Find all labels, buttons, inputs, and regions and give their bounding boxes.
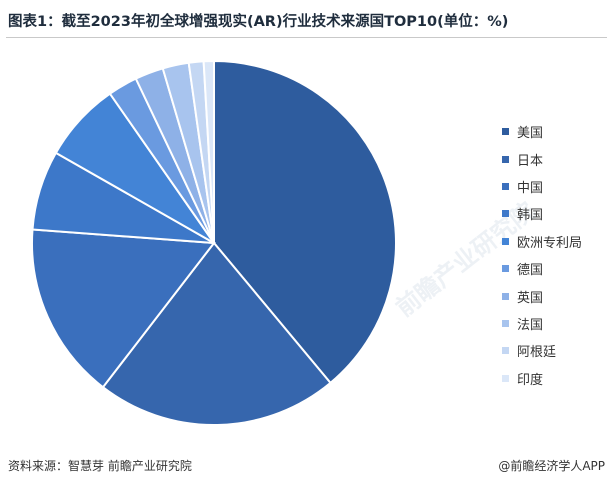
legend-label: 法国 bbox=[517, 317, 544, 333]
legend-item: 德国 bbox=[502, 255, 582, 282]
legend-swatch bbox=[502, 292, 509, 300]
legend-label: 中国 bbox=[517, 180, 544, 196]
legend-label: 韩国 bbox=[517, 208, 544, 224]
legend-item: 印度 bbox=[502, 365, 582, 392]
legend-label: 欧洲专利局 bbox=[517, 235, 583, 251]
pie-slice-10 bbox=[202, 59, 215, 244]
legend-label: 英国 bbox=[517, 290, 544, 306]
legend-label: 阿根廷 bbox=[517, 345, 557, 361]
legend-item: 欧洲专利局 bbox=[502, 228, 582, 255]
legend-swatch bbox=[502, 237, 509, 245]
legend-swatch bbox=[502, 319, 509, 327]
source-note: 资料来源：智慧芽 前瞻产业研究院 bbox=[8, 459, 192, 473]
legend-label: 美国 bbox=[517, 126, 544, 142]
legend-item: 阿根廷 bbox=[502, 337, 582, 364]
legend-swatch bbox=[502, 210, 509, 218]
legend: 美国日本中国韩国欧洲专利局德国英国法国阿根廷印度 bbox=[502, 118, 582, 392]
legend-item: 中国 bbox=[502, 173, 582, 200]
legend-swatch bbox=[502, 155, 509, 163]
pie-slice-1 bbox=[213, 59, 397, 385]
pie-chart bbox=[31, 59, 397, 426]
chart-title: 图表1：截至2023年初全球增强现实(AR)行业技术来源国TOP10(单位：%) bbox=[8, 14, 509, 30]
pie-slice-3 bbox=[31, 228, 216, 389]
legend-swatch bbox=[502, 347, 509, 355]
legend-item: 日本 bbox=[502, 145, 582, 172]
brand-credit: @前瞻经济学人APP bbox=[498, 459, 605, 473]
legend-item: 英国 bbox=[502, 282, 582, 309]
legend-label: 日本 bbox=[517, 153, 544, 169]
legend-swatch bbox=[502, 265, 509, 273]
legend-swatch bbox=[502, 128, 509, 136]
legend-swatch bbox=[502, 374, 509, 382]
legend-swatch bbox=[502, 182, 509, 190]
title-divider bbox=[6, 37, 607, 38]
legend-label: 印度 bbox=[517, 372, 544, 388]
legend-label: 德国 bbox=[517, 263, 544, 279]
legend-item: 美国 bbox=[502, 118, 582, 145]
pie-slice-2 bbox=[101, 241, 332, 426]
legend-item: 法国 bbox=[502, 310, 582, 337]
legend-item: 韩国 bbox=[502, 200, 582, 227]
